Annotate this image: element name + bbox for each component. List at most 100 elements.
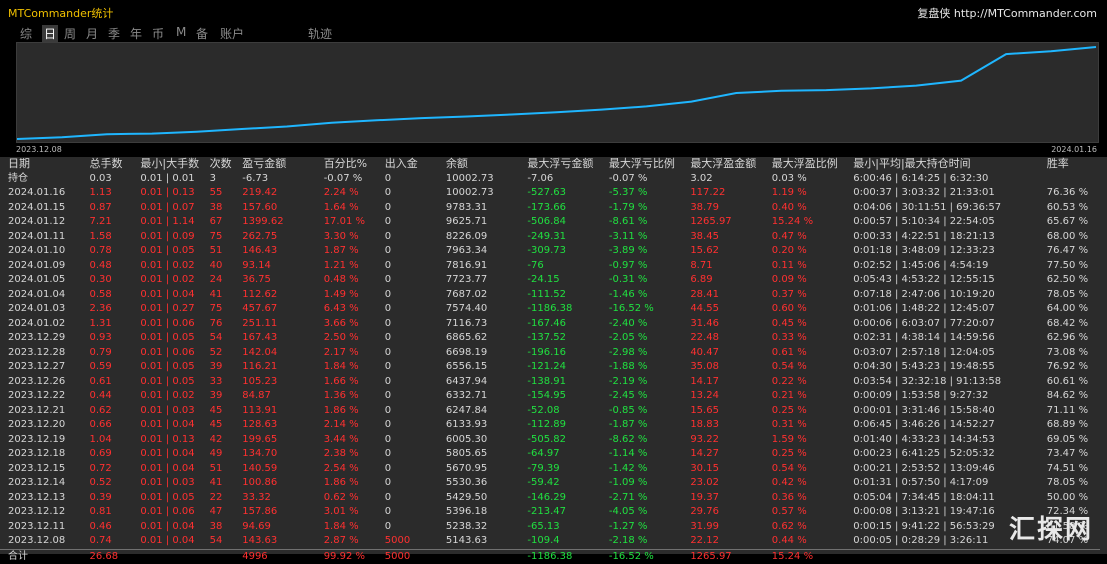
table-row[interactable]: 2024.01.02 1.31 0.01 | 0.06 76 251.11 3.66 % 0… <box>0 317 1100 332</box>
table-row[interactable]: 2023.12.18 0.69 0.01 | 0.04 49 134.70 2.38 % 0… <box>0 447 1100 462</box>
cell-10: 44.55 <box>690 303 719 314</box>
table-row[interactable]: 2024.01.09 0.48 0.01 | 0.02 40 93.14 1.21 % 0 7… <box>0 259 1100 274</box>
cell-11: 0.47 % <box>771 230 807 242</box>
table-row[interactable]: 2023.12.08 0.74 0.01 | 0.04 54 143.63 2.87 % 5… <box>0 534 1100 549</box>
cell-1: 0.81 <box>89 506 112 517</box>
cell-4: 112.62 <box>242 288 278 300</box>
cell-2: 0.01 | 0.13 <box>140 187 195 198</box>
cell-8: -196.16 <box>527 346 566 358</box>
table-row[interactable]: 2023.12.15 0.72 0.01 | 0.04 51 140.59 2.54 % 0… <box>0 462 1100 477</box>
cell-8: -154.95 <box>527 390 566 401</box>
cell-0: 2024.01.10 <box>8 245 66 256</box>
table-row[interactable]: 2024.01.10 0.78 0.01 | 0.05 51 146.43 1.87 % 0… <box>0 244 1100 259</box>
cell-1: 0.44 <box>89 390 112 401</box>
tab-7[interactable]: M <box>176 25 187 39</box>
cell-5: 2.87 % <box>323 535 359 546</box>
total-row[interactable]: 合计 26.68 4996 99.92 % 5000 -1186.38 -16.52 % 12… <box>0 548 1100 564</box>
table-row[interactable]: 2023.12.28 0.79 0.01 | 0.06 52 142.04 2.17 % 0… <box>0 346 1100 361</box>
cell-6: 0 <box>384 390 392 401</box>
cell-0: 2023.12.13 <box>8 491 66 503</box>
tab-9[interactable]: 账户 <box>220 27 245 41</box>
table-row[interactable]: 2023.12.19 1.04 0.01 | 0.13 42 199.65 3.44 % 0… <box>0 433 1100 448</box>
cell-10: 40.47 <box>690 346 719 358</box>
cell-11: 15.24 % <box>771 216 814 227</box>
cell-11: 0.25 % <box>771 404 807 416</box>
cell-0: 2023.12.08 <box>8 535 66 546</box>
cell-9: -2.05 % <box>608 332 648 343</box>
balance-chart <box>16 42 1099 143</box>
table-row[interactable]: 2023.12.26 0.61 0.01 | 0.05 33 105.23 1.66 % 0… <box>0 375 1100 390</box>
tab-8[interactable]: 备 <box>196 27 209 41</box>
cell-10: 31.46 <box>690 317 719 329</box>
daily-stats-table: 日期 总手数 最小|大手数 次数 盈亏金额 百分比% 出入金 余额 最大浮亏金额 最大浮亏比例 最大… <box>0 157 1100 564</box>
tab-3[interactable]: 月 <box>86 27 99 41</box>
cell-3: 40 <box>209 259 223 271</box>
cell-7: 7963.34 <box>445 245 488 256</box>
cell-12: 0:00:08 | 3:13:21 | 19:47:16 <box>853 506 995 517</box>
tab-0[interactable]: 综 <box>20 27 33 41</box>
cell-4: 134.70 <box>242 448 278 459</box>
balance-line <box>17 46 1097 140</box>
cell-1: 0.48 <box>89 259 112 271</box>
cell-5: 1.86 % <box>323 404 359 416</box>
cell-8: -7.06 <box>527 172 554 184</box>
cell-7: 5670.95 <box>445 462 488 474</box>
tab-4[interactable]: 季 <box>108 27 121 41</box>
brand-link[interactable]: 复盘侠 http://MTCommander.com <box>917 7 1097 20</box>
cell-10: 93.22 <box>690 433 719 445</box>
cell-13: 72.34 % <box>1046 506 1089 517</box>
table-row[interactable]: 2024.01.04 0.58 0.01 | 0.04 41 112.62 1.49 % 0… <box>0 288 1100 303</box>
cell-11: 0.22 % <box>771 375 807 387</box>
cell-1: 0.66 <box>89 419 112 430</box>
cell-6: 0 <box>384 317 392 329</box>
table-row[interactable]: 2024.01.03 2.36 0.01 | 0.27 75 457.67 6.43 % 0… <box>0 302 1100 317</box>
cell-4: 457.67 <box>242 303 278 314</box>
cell-7 <box>437 548 520 564</box>
table-row[interactable]: 2023.12.14 0.52 0.01 | 0.03 41 100.86 1.86 % 0… <box>0 476 1100 491</box>
table-row[interactable]: 2024.01.11 1.58 0.01 | 0.09 75 262.75 3.30 % 0… <box>0 230 1100 245</box>
tab-5[interactable]: 年 <box>130 27 143 41</box>
table-row[interactable]: 2023.12.29 0.93 0.01 | 0.05 54 167.43 2.50 % 0… <box>0 331 1100 346</box>
table-row[interactable]: 2023.12.13 0.39 0.01 | 0.05 22 33.32 0.62 % 0 5… <box>0 491 1100 506</box>
table-row[interactable]: 2024.01.16 1.13 0.01 | 0.13 55 219.42 2.24 % 0… <box>0 186 1100 201</box>
cell-7: 5143.63 <box>445 535 488 546</box>
cell-13: 68.00 % <box>1046 230 1089 242</box>
table-row[interactable]: 2024.01.05 0.30 0.01 | 0.02 24 36.75 0.48 % 0 7… <box>0 273 1100 288</box>
tab-6[interactable]: 币 <box>152 27 165 41</box>
cell-2: 0.01 | 0.02 <box>140 274 195 285</box>
cell-4: 143.63 <box>242 535 278 546</box>
cell-12: 0:01:40 | 4:33:23 | 14:34:53 <box>853 433 995 445</box>
cell-11: 0.20 % <box>771 245 807 256</box>
cell-12: 0:00:21 | 2:53:52 | 13:09:46 <box>853 462 995 474</box>
table-row[interactable]: 2024.01.15 0.87 0.01 | 0.07 38 157.60 1.64 % 0… <box>0 201 1100 216</box>
cell-0: 2023.12.19 <box>8 433 66 445</box>
table-row[interactable]: 2023.12.21 0.62 0.01 | 0.03 45 113.91 1.86 % 0… <box>0 404 1100 419</box>
table-row[interactable]: 2023.12.12 0.81 0.01 | 0.06 47 157.86 3.01 % 0… <box>0 505 1100 520</box>
tab-2[interactable]: 周 <box>64 27 77 41</box>
cell-3: 51 <box>209 245 223 256</box>
cell-12: 0:02:52 | 1:45:06 | 4:54:19 <box>853 259 989 271</box>
cell-0: 2024.01.12 <box>8 216 66 227</box>
cell-2: 0.01 | 0.06 <box>140 506 195 517</box>
table-row[interactable]: 2023.12.22 0.44 0.01 | 0.02 39 84.87 1.36 % 0 6… <box>0 389 1100 404</box>
cell-5: 2.54 % <box>323 462 359 474</box>
table-row[interactable]: 2024.01.12 7.21 0.01 | 1.14 67 1399.62 17.01 … <box>0 215 1100 230</box>
cell-4: 94.69 <box>242 520 271 532</box>
table-header-row[interactable]: 日期 总手数 最小|大手数 次数 盈亏金额 百分比% 出入金 余额 最大浮亏金额 最大浮亏比例 最大… <box>0 157 1100 172</box>
tab-1[interactable]: 日 <box>42 25 59 42</box>
cell-10: 22.48 <box>690 332 719 343</box>
table-row[interactable]: 2023.12.27 0.59 0.01 | 0.05 39 116.21 1.84 % 0… <box>0 360 1100 375</box>
cell-11: 0.37 % <box>771 288 807 300</box>
tab-10[interactable]: 轨迹 <box>308 27 333 41</box>
cell-7: 9625.71 <box>445 216 488 227</box>
cell-2: 0.01 | 0.27 <box>140 303 195 314</box>
cell-4: 105.23 <box>242 375 278 387</box>
cell-4: 157.60 <box>242 201 278 213</box>
holding-row[interactable]: 持仓 0.03 0.01 | 0.01 3 -6.73 -0.07 % 0 10002.73 -… <box>0 172 1100 187</box>
table-row[interactable]: 2023.12.20 0.66 0.01 | 0.04 45 128.63 2.14 % 0… <box>0 418 1100 433</box>
cell-12: 0:03:07 | 2:57:18 | 12:04:05 <box>853 346 995 358</box>
cell-6: 0 <box>384 303 392 314</box>
cell-13: 76.92 % <box>1046 361 1089 372</box>
table-row[interactable]: 2023.12.11 0.46 0.01 | 0.04 38 94.69 1.84 % 0 5… <box>0 520 1100 535</box>
cell-6: 0 <box>384 419 392 430</box>
